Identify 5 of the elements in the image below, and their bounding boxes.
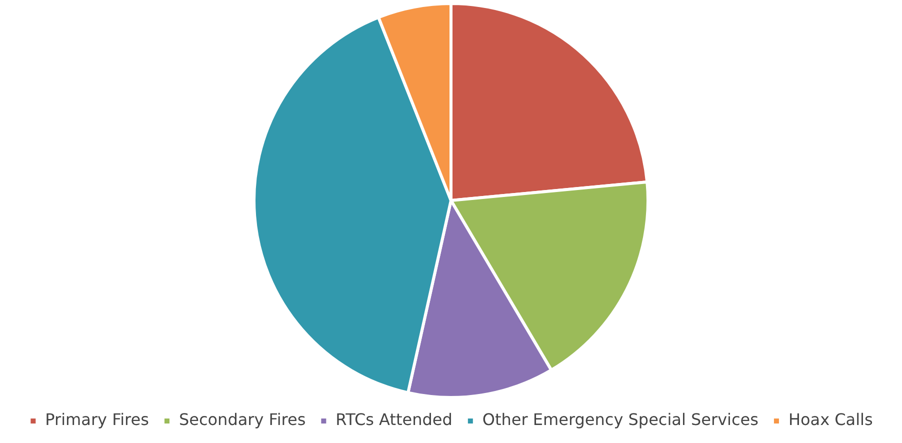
legend-label: Secondary Fires: [178, 410, 306, 430]
legend-label: Other Emergency Special Services: [482, 410, 758, 430]
legend-label: Hoax Calls: [788, 410, 873, 430]
legend-label: RTCs Attended: [336, 410, 452, 430]
legend-label: Primary Fires: [45, 410, 149, 430]
